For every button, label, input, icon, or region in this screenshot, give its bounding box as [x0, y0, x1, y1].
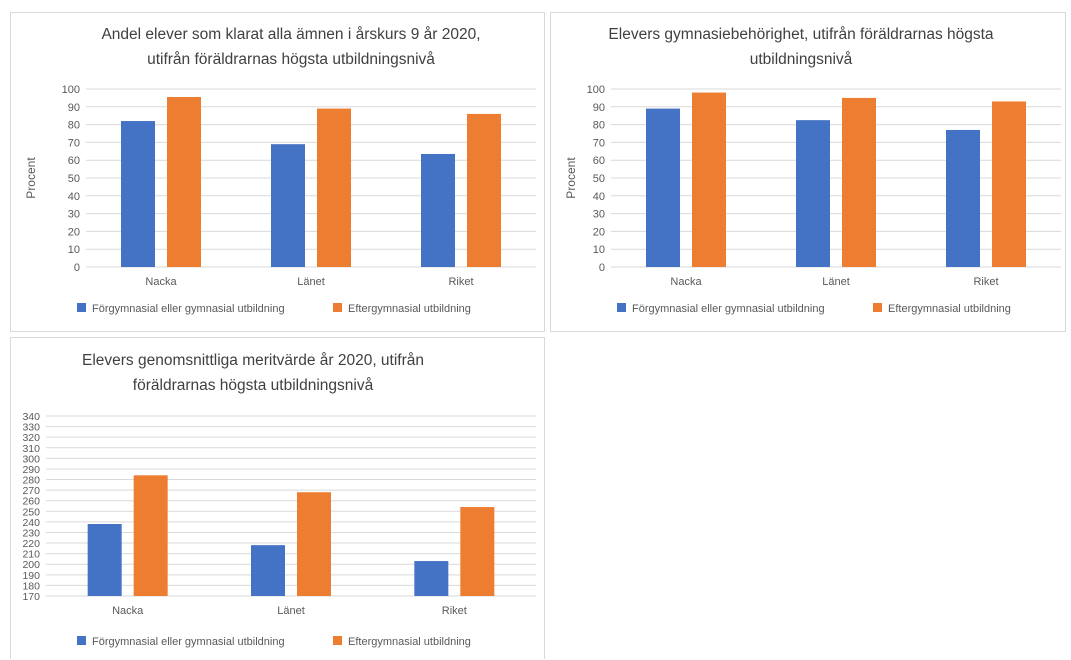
y-tick-label: 300 — [22, 453, 40, 465]
y-tick-label: 30 — [593, 209, 605, 221]
y-axis-label: Procent — [564, 157, 578, 199]
x-category-label: Riket — [973, 276, 998, 288]
bar-forgymnasial-riket — [421, 153, 455, 267]
legend-swatch — [333, 303, 342, 312]
y-tick-label: 320 — [22, 432, 40, 444]
legend-swatch — [77, 636, 86, 645]
x-category-label: Nacka — [670, 276, 702, 288]
chart-title-line: Andel elever som klarat alla ämnen i års… — [101, 26, 480, 43]
bar-eftergymnasial-nacka — [133, 475, 168, 596]
y-tick-label: 180 — [22, 580, 40, 592]
y-tick-label: 0 — [599, 262, 605, 274]
y-tick-label: 220 — [22, 538, 40, 550]
bar-forgymnasial-nacka — [121, 121, 155, 267]
bar-eftergymnasial-riket — [460, 507, 495, 596]
y-tick-label: 20 — [68, 226, 80, 238]
bar-eftergymnasial-riket — [992, 101, 1026, 268]
y-tick-label: 50 — [593, 173, 605, 185]
bar-forgymnasial-länet — [271, 144, 305, 267]
y-tick-label: 10 — [68, 244, 80, 256]
y-tick-label: 250 — [22, 506, 40, 518]
y-tick-label: 200 — [22, 559, 40, 571]
y-tick-label: 30 — [68, 209, 80, 221]
y-tick-label: 340 — [22, 411, 40, 423]
chart-title-line: föräldrarnas högsta utbildningsnivå — [133, 377, 374, 394]
x-category-label: Riket — [442, 605, 467, 617]
y-tick-label: 10 — [593, 244, 605, 256]
y-tick-label: 270 — [22, 485, 40, 497]
bar-forgymnasial-riket — [946, 129, 980, 267]
y-tick-label: 290 — [22, 464, 40, 476]
x-category-label: Länet — [822, 276, 850, 288]
bar-eftergymnasial-riket — [467, 113, 501, 267]
x-category-label: Riket — [448, 276, 473, 288]
bar-eftergymnasial-nacka — [692, 92, 726, 267]
y-tick-label: 70 — [68, 137, 80, 149]
chart-title-line: utifrån föräldrarnas högsta utbildningsn… — [147, 51, 435, 68]
legend-label: Eftergymnasial utbildning — [348, 303, 471, 315]
chart-panel-meritvarde: Elevers genomsnittliga meritvärde år 202… — [10, 337, 545, 659]
y-tick-label: 20 — [593, 226, 605, 238]
y-tick-label: 100 — [587, 84, 605, 96]
y-tick-label: 280 — [22, 475, 40, 487]
y-tick-label: 80 — [593, 120, 605, 132]
x-category-label: Länet — [297, 276, 325, 288]
legend-label: Eftergymnasial utbildning — [888, 303, 1011, 315]
chart-title-line: utbildningsnivå — [750, 51, 853, 68]
legend-label: Förgymnasial eller gymnasial utbildning — [632, 303, 825, 315]
legend-swatch — [617, 303, 626, 312]
y-tick-label: 230 — [22, 527, 40, 539]
y-tick-label: 80 — [68, 120, 80, 132]
y-tick-label: 260 — [22, 496, 40, 508]
chart-panel-gymnasiebehorighet: Elevers gymnasiebehörighet, utifrån förä… — [550, 12, 1066, 332]
y-tick-label: 50 — [68, 173, 80, 185]
legend-swatch — [77, 303, 86, 312]
x-category-label: Länet — [277, 605, 305, 617]
y-tick-label: 70 — [593, 137, 605, 149]
y-tick-label: 240 — [22, 517, 40, 529]
y-tick-label: 330 — [22, 422, 40, 434]
legend-swatch — [873, 303, 882, 312]
bar-chart-svg: Andel elever som klarat alla ämnen i års… — [24, 26, 536, 315]
chart-panel-elever-klarat-alla-amnen: Andel elever som klarat alla ämnen i års… — [10, 12, 545, 332]
legend-swatch — [333, 636, 342, 645]
y-tick-label: 310 — [22, 443, 40, 455]
y-tick-label: 90 — [68, 102, 80, 114]
bar-forgymnasial-nacka — [87, 524, 122, 596]
bar-chart-svg: Elevers genomsnittliga meritvärde år 202… — [22, 352, 536, 648]
bar-forgymnasial-länet — [251, 545, 285, 596]
x-category-label: Nacka — [145, 276, 177, 288]
bar-eftergymnasial-nacka — [167, 97, 201, 267]
y-tick-label: 0 — [74, 262, 80, 274]
legend-label: Eftergymnasial utbildning — [348, 636, 471, 648]
y-tick-label: 60 — [593, 155, 605, 167]
x-category-label: Nacka — [112, 605, 144, 617]
y-axis-label: Procent — [24, 157, 38, 199]
y-tick-label: 190 — [22, 570, 40, 582]
y-tick-label: 40 — [68, 191, 80, 203]
bar-eftergymnasial-länet — [317, 108, 351, 267]
y-tick-label: 60 — [68, 155, 80, 167]
bar-forgymnasial-nacka — [646, 108, 680, 267]
legend-label: Förgymnasial eller gymnasial utbildning — [92, 303, 285, 315]
legend-label: Förgymnasial eller gymnasial utbildning — [92, 636, 285, 648]
y-tick-label: 40 — [593, 191, 605, 203]
chart-title-line: Elevers gymnasiebehörighet, utifrån förä… — [608, 26, 994, 43]
bar-forgymnasial-länet — [796, 120, 830, 268]
bar-eftergymnasial-länet — [297, 492, 331, 596]
chart-title-line: Elevers genomsnittliga meritvärde år 202… — [82, 352, 424, 369]
bar-eftergymnasial-länet — [842, 97, 876, 268]
bar-chart-svg: Elevers gymnasiebehörighet, utifrån förä… — [564, 26, 1061, 315]
y-tick-label: 100 — [62, 84, 80, 96]
y-tick-label: 170 — [22, 591, 40, 603]
y-tick-label: 90 — [593, 102, 605, 114]
y-tick-label: 210 — [22, 549, 40, 561]
bar-forgymnasial-riket — [414, 561, 449, 596]
